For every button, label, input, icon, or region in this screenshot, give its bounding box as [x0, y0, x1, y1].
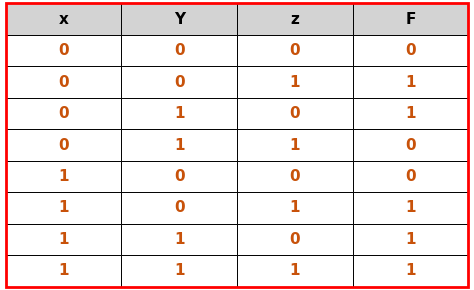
Bar	[121, 192, 237, 224]
Text: 1: 1	[290, 137, 300, 153]
Bar	[237, 161, 353, 192]
Bar	[353, 98, 468, 129]
Text: 0: 0	[58, 43, 69, 58]
Bar	[353, 161, 468, 192]
Bar	[121, 161, 237, 192]
Text: 0: 0	[405, 43, 416, 58]
Text: 0: 0	[58, 106, 69, 121]
Text: 0: 0	[174, 169, 184, 184]
Bar	[237, 98, 353, 129]
Bar	[6, 66, 121, 98]
Bar	[353, 192, 468, 224]
Text: 0: 0	[290, 232, 300, 247]
Text: 1: 1	[405, 232, 416, 247]
Bar	[121, 35, 237, 66]
Bar	[6, 161, 121, 192]
Bar	[237, 129, 353, 161]
Text: 1: 1	[174, 106, 184, 121]
Text: 0: 0	[290, 169, 300, 184]
Bar	[237, 224, 353, 255]
Text: 1: 1	[405, 263, 416, 278]
Bar	[353, 3, 468, 35]
Bar	[121, 224, 237, 255]
Bar	[121, 3, 237, 35]
Text: 1: 1	[174, 137, 184, 153]
Text: 1: 1	[58, 169, 69, 184]
Bar	[121, 66, 237, 98]
Text: 0: 0	[174, 200, 184, 215]
Text: 1: 1	[290, 200, 300, 215]
Text: 0: 0	[290, 106, 300, 121]
Text: 1: 1	[290, 75, 300, 90]
Text: 0: 0	[58, 137, 69, 153]
Bar	[353, 224, 468, 255]
Bar	[353, 129, 468, 161]
Text: 0: 0	[58, 75, 69, 90]
Bar	[6, 3, 121, 35]
Bar	[237, 255, 353, 287]
Bar	[6, 255, 121, 287]
Bar	[237, 35, 353, 66]
Text: 1: 1	[58, 200, 69, 215]
Text: 1: 1	[58, 232, 69, 247]
Text: 1: 1	[58, 263, 69, 278]
Bar	[6, 129, 121, 161]
Text: 0: 0	[290, 43, 300, 58]
Bar	[237, 66, 353, 98]
Bar	[237, 3, 353, 35]
Text: 1: 1	[405, 75, 416, 90]
Text: 0: 0	[405, 169, 416, 184]
Bar	[6, 192, 121, 224]
Text: Y: Y	[173, 12, 185, 27]
Text: 1: 1	[290, 263, 300, 278]
Text: 1: 1	[405, 106, 416, 121]
Bar	[121, 129, 237, 161]
Bar	[6, 98, 121, 129]
Text: 0: 0	[405, 137, 416, 153]
Text: 0: 0	[174, 75, 184, 90]
Text: 1: 1	[174, 232, 184, 247]
Bar	[353, 35, 468, 66]
Text: 1: 1	[405, 200, 416, 215]
Text: F: F	[405, 12, 416, 27]
Text: z: z	[291, 12, 299, 27]
Bar	[121, 255, 237, 287]
Text: 1: 1	[174, 263, 184, 278]
Bar	[121, 98, 237, 129]
Bar	[6, 224, 121, 255]
Text: x: x	[59, 12, 68, 27]
Bar	[237, 192, 353, 224]
Bar	[353, 66, 468, 98]
Text: 0: 0	[174, 43, 184, 58]
Bar	[353, 255, 468, 287]
Bar	[6, 35, 121, 66]
